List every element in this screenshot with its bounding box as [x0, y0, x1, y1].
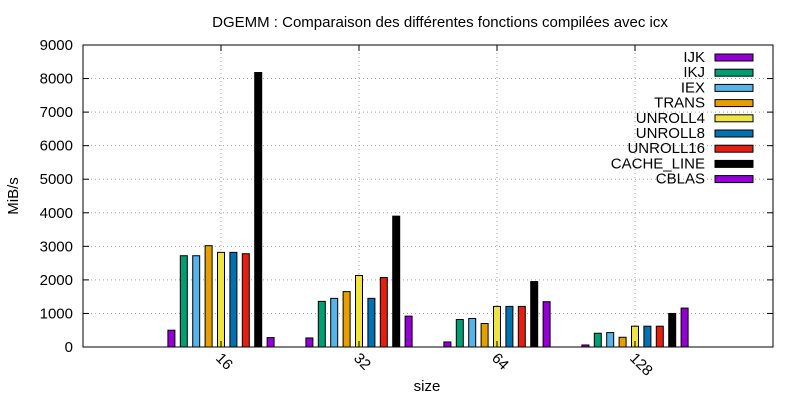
bar-ikj-32: [317, 300, 326, 348]
legend-label-unroll4: UNROLL4: [636, 110, 705, 127]
y-tick-labels: 0 1000 2000 3000 4000 5000 6000 7000 8000 9000: [40, 37, 73, 356]
bar-cache_line-32: [392, 215, 401, 348]
chart-title: DGEMM : Comparaison des différentes fonc…: [212, 14, 668, 31]
y-tick-label: 2000: [40, 272, 73, 289]
bar-iex-128: [606, 332, 615, 348]
y-tick-label: 9000: [40, 37, 73, 54]
legend-label-unroll16: UNROLL16: [627, 140, 705, 157]
y-tick-label: 6000: [40, 138, 73, 155]
axes: [82, 44, 774, 348]
bar-unroll4-32: [355, 275, 363, 348]
bar-unroll8-64: [505, 305, 514, 348]
bar-unroll8-128: [643, 325, 652, 348]
y-tick-label: 8000: [40, 71, 73, 88]
bar-iex-32: [330, 297, 339, 348]
bar-unroll16-128: [655, 325, 664, 348]
legend-swatch-ijk: [714, 53, 754, 62]
bar-ikj-128: [593, 332, 602, 348]
legend-swatch-unroll4: [714, 114, 754, 123]
legend-swatch-cblas: [714, 175, 754, 184]
legend-label-unroll8: UNROLL8: [636, 125, 705, 142]
bars: [167, 72, 689, 348]
bar-unroll8-32: [367, 297, 376, 348]
plot-frame: [82, 44, 774, 348]
bar-unroll16-32: [379, 277, 388, 348]
legend-swatch-cache_line: [714, 159, 754, 168]
grid-lines: [83, 45, 773, 347]
x-tick-label-32: 32: [350, 350, 374, 374]
legend-swatch-ikj: [714, 68, 754, 77]
legend: IJKIKJIEXTRANSUNROLL4UNROLL8UNROLL16CACH…: [611, 49, 754, 188]
y-tick-label: 5000: [40, 171, 73, 188]
x-tick-label-128: 128: [626, 350, 656, 380]
y-tick-label: 0: [65, 339, 73, 356]
legend-swatch-unroll8: [714, 129, 754, 138]
legend-swatch-trans: [714, 99, 754, 108]
bar-cache_line-128: [668, 312, 677, 348]
bar-cblas-128: [680, 307, 689, 348]
legend-label-cache_line: CACHE_LINE: [611, 155, 705, 172]
bar-trans-64: [480, 323, 489, 348]
bar-ijk-64: [443, 341, 452, 348]
bar-unroll16-64: [517, 305, 526, 348]
bar-ijk-16: [167, 329, 176, 348]
legend-swatch-unroll16: [714, 144, 754, 153]
bar-cblas-16: [266, 337, 275, 348]
legend-label-cblas: CBLAS: [656, 171, 705, 188]
bar-cblas-32: [404, 315, 413, 348]
x-axis-label: size: [414, 378, 441, 395]
legend-label-iex: IEX: [681, 79, 705, 96]
y-tick-label: 4000: [40, 205, 73, 222]
bar-cblas-64: [542, 301, 551, 348]
bar-ikj-16: [179, 255, 188, 348]
legend-label-trans: TRANS: [654, 95, 705, 112]
bar-trans-128: [618, 336, 627, 348]
y-tick-label: 1000: [40, 305, 73, 322]
bar-unroll8-16: [229, 251, 238, 348]
legend-label-ijk: IJK: [683, 49, 705, 66]
y-tick-label: 7000: [40, 104, 73, 121]
x-tick-label-16: 16: [212, 350, 236, 374]
bar-cache_line-16: [254, 72, 263, 348]
bar-unroll4-16: [217, 251, 225, 348]
bar-trans-16: [204, 245, 213, 348]
legend-label-ikj: IKJ: [683, 64, 705, 81]
y-tick-label: 3000: [40, 238, 73, 255]
bar-ikj-64: [455, 318, 464, 348]
bar-unroll4-64: [493, 305, 501, 348]
x-tick-labels: 16 32 64 128: [212, 350, 656, 380]
x-tick-label-64: 64: [488, 350, 512, 374]
bar-iex-16: [192, 255, 201, 348]
bar-cache_line-64: [530, 281, 539, 348]
y-axis-label: MiB/s: [5, 177, 22, 215]
bar-unroll16-16: [241, 253, 250, 348]
bar-iex-64: [468, 317, 477, 348]
bar-ijk-32: [305, 337, 314, 348]
bar-trans-32: [342, 291, 351, 348]
legend-swatch-iex: [714, 83, 754, 92]
